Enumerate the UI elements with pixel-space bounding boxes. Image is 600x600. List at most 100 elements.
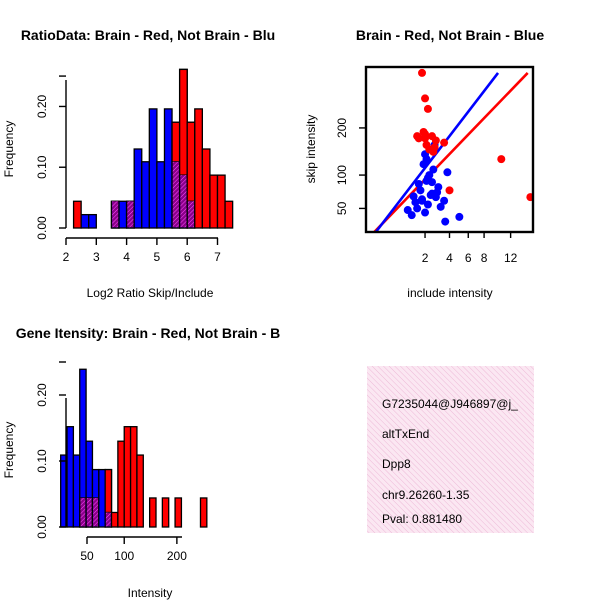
- ratio-histogram-bars: [72, 68, 234, 229]
- intensity-x-tick-label: 50: [80, 549, 94, 563]
- brain-fit-line: [372, 72, 529, 232]
- not-brain-point: [426, 191, 435, 200]
- intensity-bar-not-brain: [98, 468, 106, 528]
- intensity-bar-brain: [129, 426, 138, 528]
- intensity-bar-brain: [123, 426, 132, 528]
- not-brain-point: [455, 212, 464, 221]
- intensity-scatter-panel: Brain - Red, Not Brain - Blue skip inten…: [304, 27, 544, 300]
- intensity-histogram-panel: Gene Itensity: Brain - Red, Not Brain - …: [2, 325, 280, 600]
- intensity-bar-brain-excess: [104, 468, 113, 514]
- intensity-bar-brain: [136, 454, 144, 528]
- intensity-histogram-title: Gene Itensity: Brain - Red, Not Brain - …: [16, 325, 280, 341]
- not-brain-point: [414, 179, 423, 188]
- ratio-histogram-xlabel: Log2 Ratio Skip/Include: [87, 286, 214, 300]
- not-brain-point: [423, 200, 432, 209]
- brain-point: [413, 132, 422, 141]
- intensity-x-tick-label: 200: [167, 549, 187, 563]
- not-brain-point: [443, 168, 452, 177]
- ratio-bar-brain-excess: [186, 121, 196, 202]
- intensity-histogram-x-ticks: 50 100 200: [80, 537, 187, 563]
- ratio-bar-brain-excess: [178, 68, 188, 176]
- ratio-bar-overlap: [112, 201, 119, 228]
- intensity-bar-overlap: [93, 497, 99, 527]
- ratio-bar-not-brain: [80, 213, 90, 229]
- info-box: G7235044@J946897@j_ altTxEnd Dpp8 chr9.2…: [367, 366, 534, 533]
- brain-point: [440, 138, 449, 147]
- ratio-bar-not-brain: [118, 200, 128, 229]
- not-brain-point: [428, 178, 437, 187]
- ratio-histogram-ylabel: Frequency: [2, 121, 16, 178]
- info-box-background: [367, 366, 534, 533]
- intensity-bar-overlap: [80, 497, 86, 527]
- intensity-x-tick-label: 100: [114, 549, 134, 563]
- intensity-y-tick-label: 0.00: [35, 515, 49, 539]
- ratio-histogram-x-ticks: 2 3 4 5 6 7: [63, 238, 221, 264]
- not-brain-point: [440, 196, 449, 205]
- intensity-y-tick-label: 0.20: [35, 383, 49, 407]
- ratio-x-tick-label: 4: [123, 250, 130, 264]
- scatter-x-tick-label: 2: [422, 251, 429, 265]
- not-brain-point: [436, 202, 445, 211]
- not-brain-point: [422, 155, 431, 164]
- ratio-x-tick-label: 3: [93, 250, 100, 264]
- info-line-pval: Pval: 0.881480: [382, 512, 462, 526]
- brain-point: [421, 134, 430, 143]
- ratio-x-tick-label: 2: [63, 250, 70, 264]
- not-brain-fit-line: [374, 72, 500, 232]
- ratio-y-tick-label: 0.20: [35, 94, 49, 118]
- info-line-location: chr9.26260-1.35: [382, 488, 470, 502]
- not-brain-point: [403, 206, 412, 215]
- ratio-bar-brain: [201, 148, 211, 229]
- intensity-histogram-xlabel: Intensity: [128, 586, 173, 600]
- scatter-y-tick-label: 50: [335, 201, 349, 215]
- brain-point: [431, 136, 440, 145]
- ratio-bar-brain: [72, 200, 82, 229]
- brain-point: [423, 104, 432, 113]
- ratio-bar-overlap: [187, 201, 195, 228]
- ratio-histogram-title: RatioData: Brain - Red, Not Brain - Blu: [21, 27, 275, 43]
- ratio-bar-not-brain: [156, 161, 166, 229]
- ratio-bar-not-brain: [148, 108, 158, 229]
- intensity-bar-brain: [148, 497, 157, 528]
- intensity-bar-not-brain: [72, 454, 81, 528]
- scatter-x-ticks: 2 4 6 8 12: [422, 232, 518, 265]
- intensity-bar-brain: [199, 497, 208, 528]
- ratio-bar-brain: [194, 108, 203, 229]
- ratio-y-tick-label: 0.00: [35, 216, 49, 240]
- intensity-bar-overlap: [86, 497, 92, 527]
- not-brain-point: [416, 186, 425, 195]
- intensity-histogram-bars: [60, 368, 208, 528]
- ratio-bar-not-brain: [141, 161, 150, 229]
- not-brain-point: [413, 204, 422, 213]
- brain-point: [419, 127, 428, 136]
- scatter-y-tick-label: 200: [335, 118, 349, 138]
- scatter-points: [403, 68, 533, 226]
- brain-point: [445, 186, 454, 195]
- scatter-x-tick-label: 4: [446, 251, 453, 265]
- ratio-bar-brain-excess: [171, 121, 181, 163]
- ratio-histogram-y-ticks: 0.00 0.10 0.20: [35, 75, 66, 240]
- ratio-x-tick-label: 5: [154, 250, 161, 264]
- ratio-x-tick-label: 7: [214, 250, 221, 264]
- intensity-bar-brain: [174, 497, 183, 528]
- brain-point: [526, 193, 533, 202]
- ratio-bar-overlap: [127, 201, 134, 228]
- not-brain-point: [429, 165, 438, 174]
- intensity-histogram-y-ticks: 0.00 0.10 0.20: [35, 361, 66, 539]
- scatter-fit-lines: [372, 72, 529, 232]
- ratio-bar-not-brain: [133, 148, 143, 229]
- intensity-bar-not-brain: [66, 426, 75, 528]
- ratio-bar-brain: [209, 174, 219, 229]
- scatter-x-tick-label: 8: [481, 251, 488, 265]
- scatter-x-tick-label: 6: [465, 251, 472, 265]
- scatter-xlabel: include intensity: [407, 286, 492, 300]
- intensity-bar-brain: [110, 511, 119, 528]
- intensity-histogram-ylabel: Frequency: [2, 422, 16, 479]
- not-brain-point: [433, 188, 442, 197]
- intensity-bar-brain: [117, 440, 125, 528]
- not-brain-point: [418, 195, 427, 204]
- ratio-bar-overlap: [172, 161, 179, 228]
- not-brain-point: [441, 217, 450, 226]
- ratio-x-tick-label: 6: [184, 250, 191, 264]
